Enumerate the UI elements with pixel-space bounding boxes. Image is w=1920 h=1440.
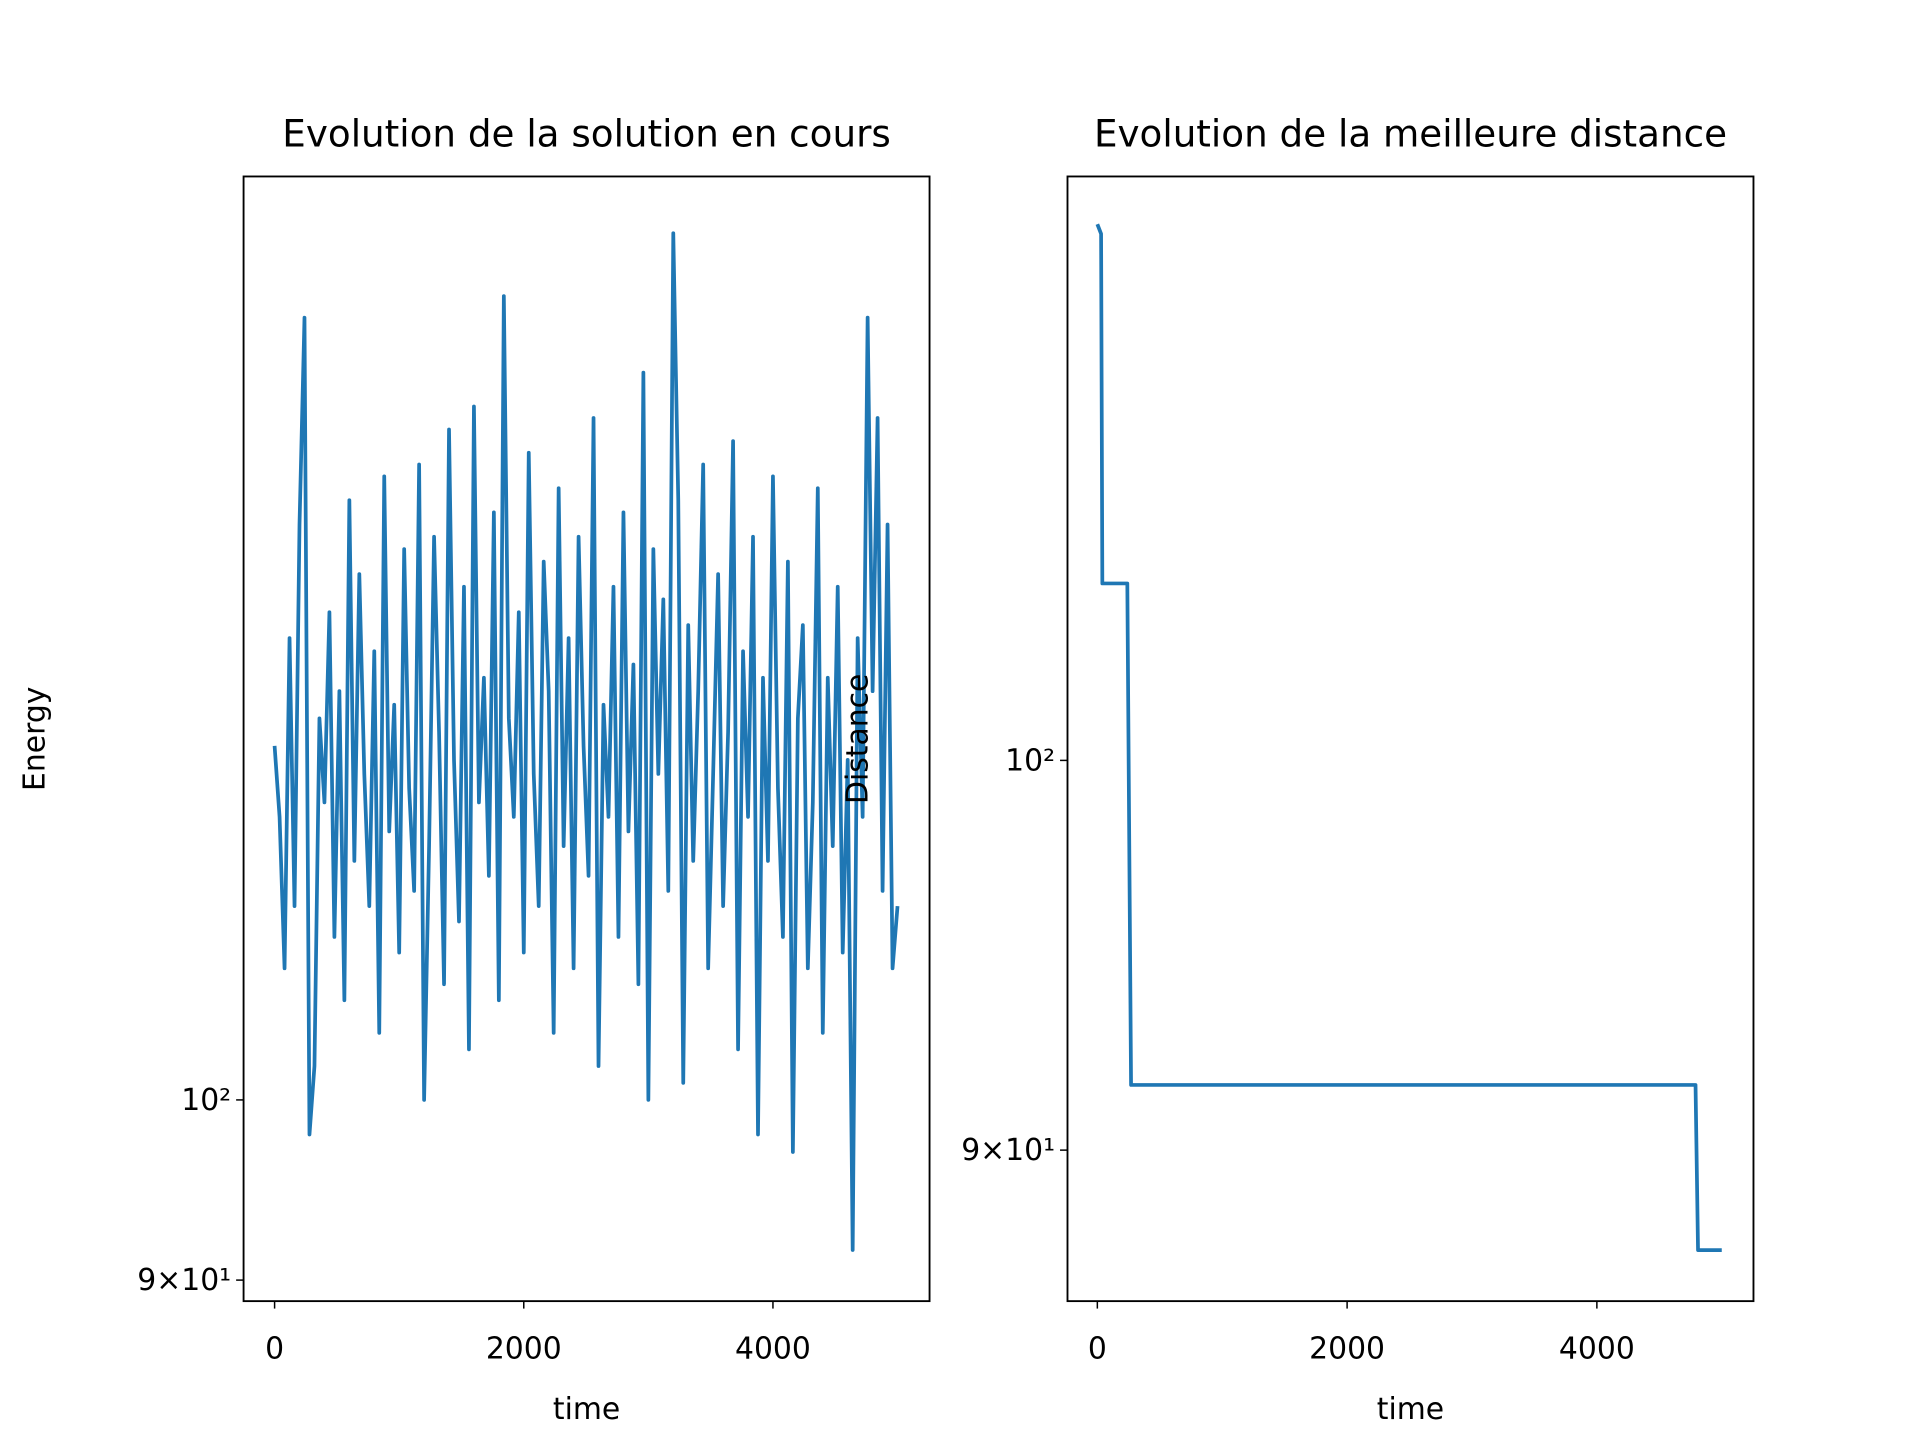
x-tick-label: 4000 xyxy=(735,1331,811,1366)
x-axis-label: time xyxy=(1377,1392,1444,1427)
y-axis-label: Distance xyxy=(840,674,875,804)
y-tick-label: 10² xyxy=(1005,743,1055,778)
x-tick-label: 2000 xyxy=(1309,1331,1385,1366)
plot-frame xyxy=(1066,175,1755,1303)
x-tick-label: 0 xyxy=(265,1331,284,1366)
y-axis-label: Energy xyxy=(18,687,53,791)
chart-title: Evolution de la meilleure distance xyxy=(1094,112,1727,156)
line xyxy=(1095,223,1722,1252)
plot-frame xyxy=(242,175,931,1303)
x-tick-label: 2000 xyxy=(486,1331,562,1366)
x-tick-label: 0 xyxy=(1088,1331,1107,1366)
y-tick-label: 9×10¹ xyxy=(137,1263,231,1298)
y-tick-label: 9×10¹ xyxy=(961,1133,1055,1168)
x-axis-label: time xyxy=(553,1392,620,1427)
x-tick-label: 4000 xyxy=(1559,1331,1635,1366)
y-tick-label: 10² xyxy=(181,1083,231,1118)
chart-title: Evolution de la solution en cours xyxy=(282,112,891,156)
line xyxy=(272,231,900,1252)
